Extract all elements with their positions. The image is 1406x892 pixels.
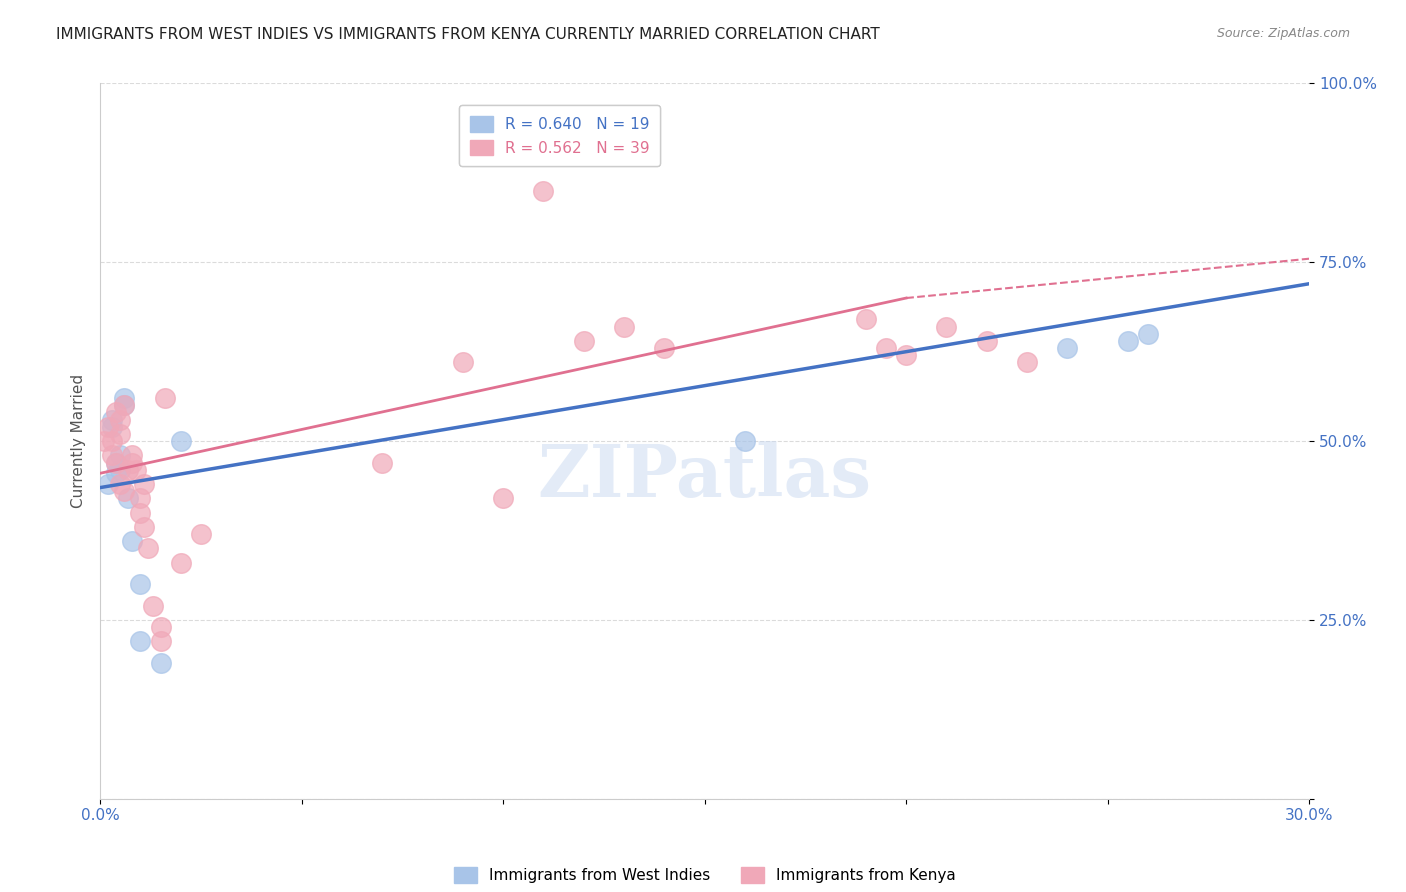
- Point: [129, 506, 152, 520]
- Point: [129, 577, 152, 591]
- Point: [129, 634, 152, 648]
- Point: [149, 634, 172, 648]
- Point: [149, 620, 172, 634]
- Point: [654, 341, 676, 355]
- Text: ZIPatlas: ZIPatlas: [537, 442, 872, 512]
- Point: [110, 412, 132, 426]
- Point: [105, 456, 128, 470]
- Point: [121, 449, 143, 463]
- Point: [149, 656, 172, 670]
- Point: [101, 449, 124, 463]
- Point: [105, 467, 128, 481]
- Legend: R = 0.640   N = 19, R = 0.562   N = 39: R = 0.640 N = 19, R = 0.562 N = 39: [458, 105, 661, 167]
- Point: [492, 491, 515, 506]
- Point: [1017, 355, 1039, 369]
- Point: [112, 398, 135, 412]
- Point: [121, 534, 143, 549]
- Point: [112, 484, 135, 499]
- Point: [190, 527, 212, 541]
- Point: [110, 426, 132, 441]
- Point: [855, 312, 877, 326]
- Point: [101, 434, 124, 449]
- Point: [93, 434, 115, 449]
- Point: [101, 412, 124, 426]
- Text: IMMIGRANTS FROM WEST INDIES VS IMMIGRANTS FROM KENYA CURRENTLY MARRIED CORRELATI: IMMIGRANTS FROM WEST INDIES VS IMMIGRANT…: [56, 27, 880, 42]
- Point: [935, 319, 957, 334]
- Point: [112, 391, 135, 405]
- Point: [112, 398, 135, 412]
- Point: [138, 541, 160, 556]
- Point: [105, 456, 128, 470]
- Point: [125, 463, 148, 477]
- Point: [1137, 326, 1160, 341]
- Point: [572, 334, 595, 348]
- Point: [896, 348, 918, 362]
- Point: [117, 491, 139, 506]
- Point: [170, 556, 193, 570]
- Point: [1116, 334, 1139, 348]
- Point: [170, 434, 193, 449]
- Point: [1056, 341, 1078, 355]
- Text: Source: ZipAtlas.com: Source: ZipAtlas.com: [1216, 27, 1350, 40]
- Y-axis label: Currently Married: Currently Married: [72, 374, 86, 508]
- Point: [121, 456, 143, 470]
- Point: [533, 184, 555, 198]
- Point: [153, 391, 176, 405]
- Point: [129, 491, 152, 506]
- Point: [371, 456, 394, 470]
- Point: [141, 599, 163, 613]
- Point: [101, 419, 124, 434]
- Point: [613, 319, 636, 334]
- Point: [97, 477, 120, 491]
- Point: [451, 355, 474, 369]
- Point: [117, 463, 139, 477]
- Point: [875, 341, 897, 355]
- Point: [976, 334, 998, 348]
- Point: [110, 449, 132, 463]
- Point: [110, 477, 132, 491]
- Point: [105, 405, 128, 419]
- Point: [134, 477, 156, 491]
- Point: [134, 520, 156, 534]
- Point: [734, 434, 756, 449]
- Point: [97, 419, 120, 434]
- Point: [110, 463, 132, 477]
